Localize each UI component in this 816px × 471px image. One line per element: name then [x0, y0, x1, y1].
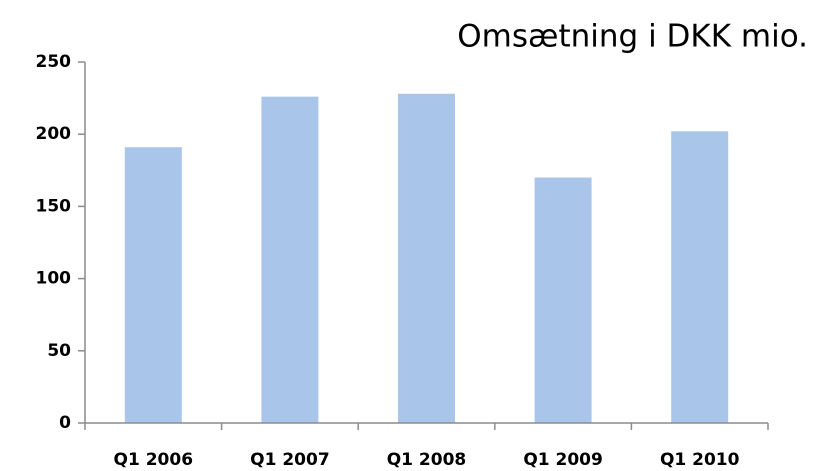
x-tick-label: Q1 2010	[660, 450, 740, 470]
y-tick-label: 50	[47, 341, 71, 361]
y-tick-label: 200	[36, 124, 72, 144]
x-tick-label: Q1 2006	[114, 450, 194, 470]
y-tick-label: 250	[36, 52, 72, 72]
chart-title: Omsætning i DKK mio.	[457, 19, 808, 55]
bar	[261, 96, 319, 423]
bar	[671, 131, 729, 423]
y-tick-label: 100	[36, 269, 72, 289]
x-tick-label: Q1 2007	[250, 450, 330, 470]
x-tick-label: Q1 2008	[387, 450, 467, 470]
x-tick-label: Q1 2009	[523, 450, 603, 470]
bar	[124, 147, 182, 424]
y-tick-label: 0	[59, 413, 71, 433]
y-tick-label: 150	[36, 196, 72, 216]
bar	[398, 93, 455, 423]
bar	[534, 177, 592, 423]
